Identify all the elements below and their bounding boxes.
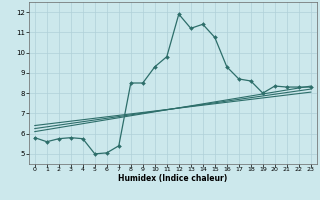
X-axis label: Humidex (Indice chaleur): Humidex (Indice chaleur) [118, 174, 228, 183]
